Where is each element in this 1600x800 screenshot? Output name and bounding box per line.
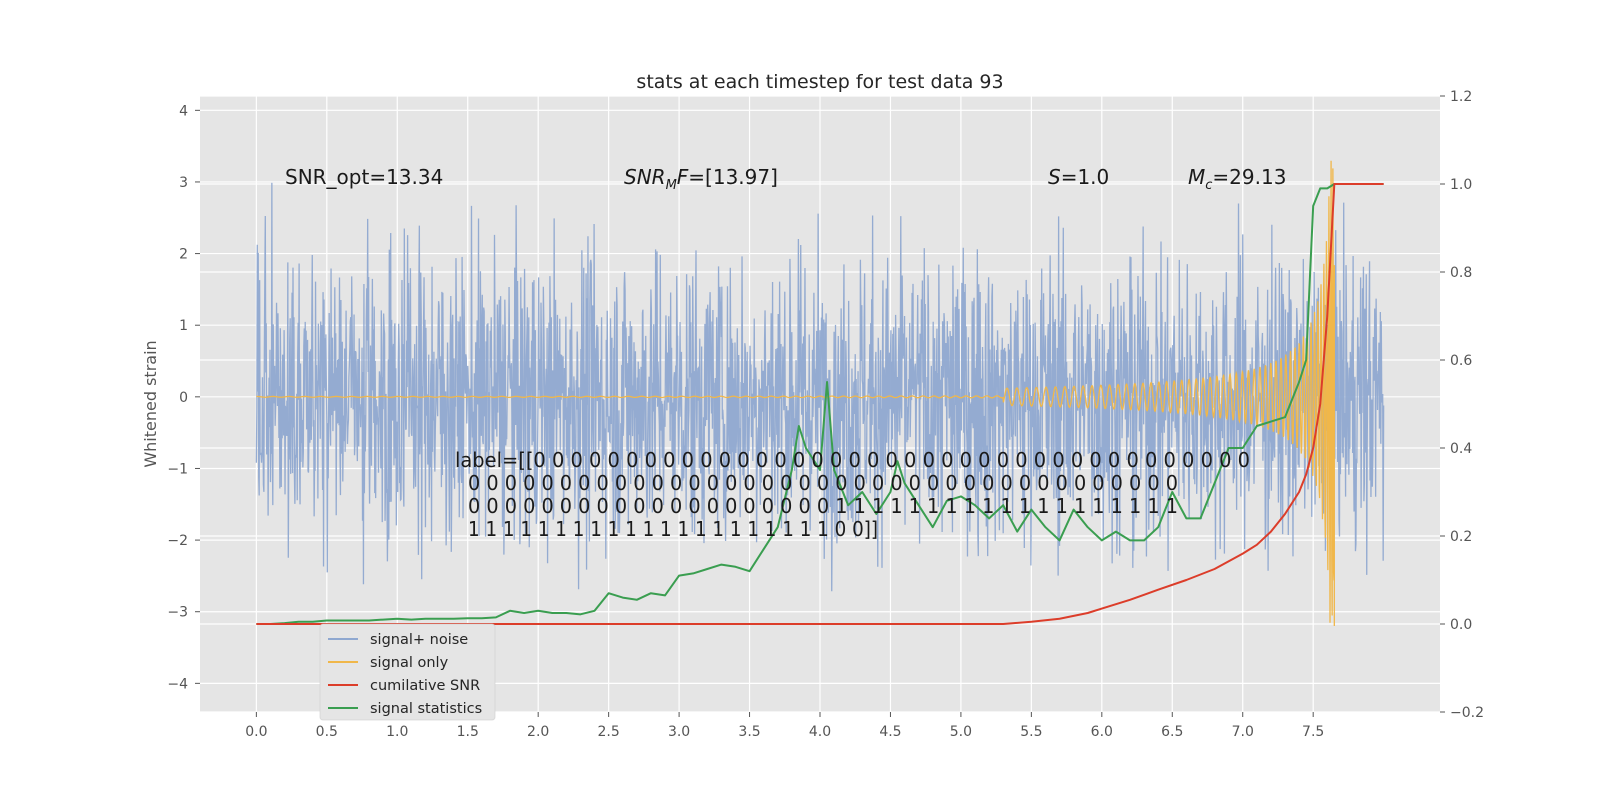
- label-line-4: 1 1 1 1 1 1 1 1 1 1 1 1 1 1 1 1 1 1 1 1 …: [468, 517, 878, 541]
- x-tick-label: 3.0: [668, 724, 690, 740]
- series-cumulative-snr: [256, 183, 1384, 625]
- legend-label-snr: cumilative SNR: [370, 678, 480, 694]
- x-tick-label: 0.0: [245, 724, 267, 740]
- x-tick-label: 5.5: [1020, 724, 1042, 740]
- x-tick-label: 4.0: [809, 724, 831, 740]
- annotation-s-value-text: =1.0: [1061, 165, 1110, 189]
- y-tick-label-right: 0.0: [1450, 617, 1472, 633]
- x-tick-label: 6.5: [1161, 724, 1183, 740]
- annotation-mc-value-text: =29.13: [1212, 165, 1286, 189]
- legend-box: [319, 623, 496, 721]
- series-signal-only: [256, 160, 1335, 627]
- annotation-snr-mf-value: =[13.97]: [688, 165, 778, 189]
- y-tick-label-right: 0.6: [1450, 353, 1472, 369]
- x-tick-label: 6.0: [1091, 724, 1113, 740]
- x-tick-label: 5.0: [950, 724, 972, 740]
- y-tick-label-left: 4: [179, 103, 188, 119]
- legend-label-signal: signal only: [370, 655, 449, 671]
- x-tick-label: 4.5: [879, 724, 901, 740]
- label-line-2: 0 0 0 0 0 0 0 0 0 0 0 0 0 0 0 0 0 0 0 0 …: [468, 471, 1178, 495]
- x-tick-label: 3.5: [738, 724, 760, 740]
- y-tick-label-right: −0.2: [1450, 705, 1484, 721]
- series-signal-plus-noise: [255, 182, 1385, 592]
- legend: signal+ noise signal only cumilative SNR…: [319, 623, 496, 721]
- signal-statistics-line: [256, 183, 1384, 625]
- y-tick-label-left: 0: [179, 390, 188, 406]
- annotation-mc-value: Mc=29.13: [1188, 165, 1286, 193]
- x-tick-label: 2.5: [598, 724, 620, 740]
- label-line-3: 0 0 0 0 0 0 0 0 0 0 0 0 0 0 0 0 0 0 0 0 …: [468, 494, 1178, 518]
- y-tick-label-left: 3: [179, 175, 188, 191]
- x-tick-label: 7.0: [1232, 724, 1254, 740]
- legend-label-stat: signal statistics: [370, 701, 482, 717]
- y-tick-label-right: 1.2: [1450, 89, 1472, 105]
- y-tick-label-left: −2: [167, 533, 188, 549]
- x-tick-label: 0.5: [316, 724, 338, 740]
- label-line-1: label=[[0 0 0 0 0 0 0 0 0 0 0 0 0 0 0 0 …: [455, 448, 1250, 472]
- x-tick-label: 2.0: [527, 724, 549, 740]
- y-tick-label-left: −1: [167, 461, 188, 477]
- cumulative-snr-line: [256, 183, 1384, 625]
- annotation-snr-opt: SNR_opt=13.34: [285, 165, 443, 189]
- y-tick-label-left: 1: [179, 318, 188, 334]
- axis-ticks: 0.0 0.5 1.0 1.5 2.0 2.5 3.0 3.5 4.0 4.5 5.0 5.5 6.0 6…: [167, 89, 1484, 740]
- y-tick-label-right: 1.0: [1450, 177, 1472, 193]
- y-tick-label-left: −4: [167, 676, 188, 692]
- x-tick-label: 7.5: [1302, 724, 1324, 740]
- annotation-label-array: label=[[0 0 0 0 0 0 0 0 0 0 0 0 0 0 0 0 …: [455, 448, 1250, 541]
- series-signal-statistics: [256, 183, 1384, 625]
- y-tick-label-left: 2: [179, 247, 188, 263]
- y-tick-label-right: 0.2: [1450, 529, 1472, 545]
- x-tick-label: 1.0: [386, 724, 408, 740]
- signal-only-line: [256, 160, 1335, 627]
- y-tick-label-right: 0.4: [1450, 441, 1472, 457]
- signal-plus-noise-line: [255, 182, 1385, 592]
- y-axis-label: Whitened strain: [141, 340, 160, 467]
- annotation-snr-mf: SNRMF=[13.97]: [624, 165, 778, 193]
- x-tick-label: 1.5: [457, 724, 479, 740]
- y-tick-label-right: 0.8: [1450, 265, 1472, 281]
- y-tick-label-left: −3: [167, 605, 188, 621]
- legend-label-noise: signal+ noise: [370, 632, 468, 648]
- chart-title: stats at each timestep for test data 93: [636, 71, 1003, 93]
- annotation-s-value: S=1.0: [1048, 165, 1109, 189]
